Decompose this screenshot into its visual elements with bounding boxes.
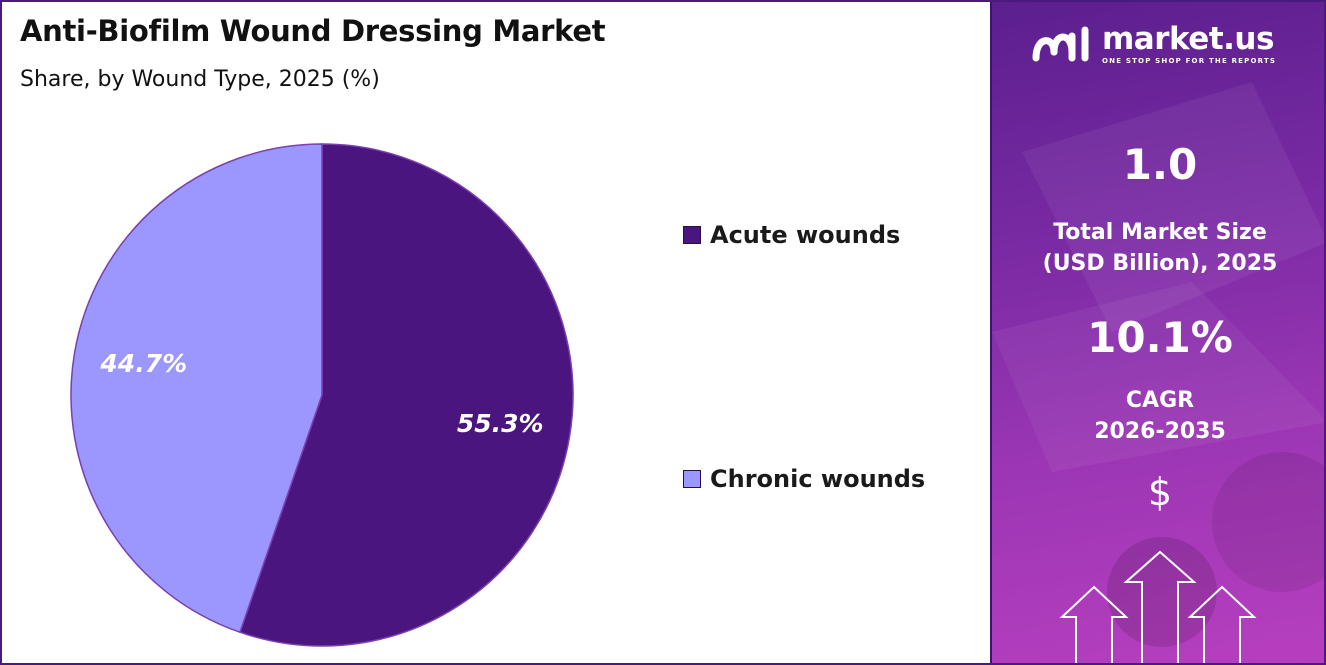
pie-label-acute-wounds: 55.3% <box>457 409 544 438</box>
dollar-icon: $ <box>1147 470 1173 514</box>
market-us-logo: market.us ONE STOP SHOP FOR THE REPORTS <box>1030 22 1276 66</box>
legend-label-acute: Acute wounds <box>710 221 901 249</box>
chart-title: Anti-Biofilm Wound Dressing Market <box>20 14 606 48</box>
pie-label-chronic-wounds: 44.7% <box>99 349 187 378</box>
growth-arrows-icon <box>1059 550 1257 663</box>
summary-sidebar: market.us ONE STOP SHOP FOR THE REPORTS … <box>990 2 1324 663</box>
sidebar-background-decoration <box>992 82 1324 663</box>
legend-swatch-chronic <box>683 470 701 488</box>
pie-chart: 55.3% 44.7% <box>70 143 574 647</box>
market-size-label-line2: (USD Billion), 2025 <box>1042 251 1278 276</box>
cagr-label-line1: CAGR <box>1125 388 1195 413</box>
chart-panel: 55.3% 44.7% Anti-Biofilm Wound Dressing M… <box>2 2 990 663</box>
pie-slice-chronic-wounds <box>70 143 323 634</box>
logo-mark-icon <box>1032 26 1089 62</box>
market-size-label-line1: Total Market Size <box>1053 220 1267 245</box>
cagr-label-line2: 2026-2035 <box>1094 419 1226 444</box>
legend-item-acute: Acute wounds <box>683 221 900 249</box>
cagr-value: 10.1% <box>1087 313 1233 362</box>
logo-name: market.us <box>1102 20 1274 57</box>
logo-tagline: ONE STOP SHOP FOR THE REPORTS <box>1102 56 1277 65</box>
chart-subtitle: Share, by Wound Type, 2025 (%) <box>20 67 380 92</box>
legend-swatch-acute <box>683 226 701 244</box>
legend-label-chronic: Chronic wounds <box>710 465 926 493</box>
market-size-value: 1.0 <box>1122 140 1198 189</box>
pie-slice-acute-wounds <box>238 143 574 647</box>
legend-item-chronic: Chronic wounds <box>683 465 925 493</box>
